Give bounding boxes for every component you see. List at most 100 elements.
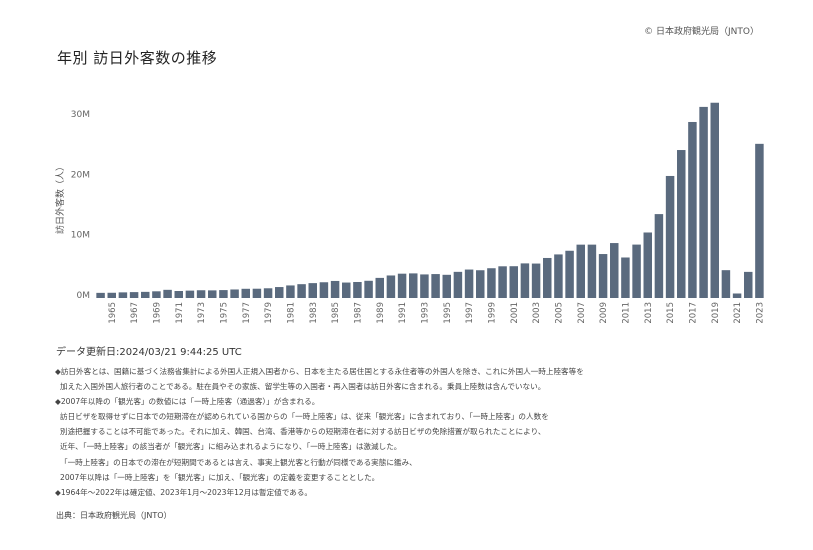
x-tick-label: 1975: [219, 302, 229, 324]
bar-2004[interactable]: [543, 257, 552, 298]
bar-1991[interactable]: [397, 273, 407, 298]
bar-2021[interactable]: [732, 293, 742, 299]
bar-1996[interactable]: [453, 271, 463, 298]
x-axis: 1965 1967 1969 1971 1973 1975 1977 1979 1981 1983…: [108, 302, 766, 324]
bar-2020[interactable]: [721, 270, 731, 298]
x-tick-label: 2009: [599, 302, 609, 324]
bar-2003[interactable]: [531, 263, 541, 298]
bar-1978[interactable]: [252, 288, 262, 298]
x-tick-label: 1979: [264, 302, 274, 324]
x-tick-label: 1989: [376, 302, 386, 324]
bar-1964[interactable]: [96, 292, 105, 298]
y-tick-label: 10M: [71, 231, 90, 241]
x-tick-label: 2003: [532, 302, 542, 324]
y-tick-label: 0M: [77, 291, 91, 301]
bar-1985[interactable]: [330, 280, 340, 298]
bar-1986[interactable]: [342, 282, 351, 298]
x-tick-label: 2021: [733, 302, 743, 324]
data-updated-timestamp: データ更新日:2024/03/21 9:44:25 UTC: [56, 347, 242, 358]
bar-1977[interactable]: [241, 288, 250, 298]
x-tick-label: 2001: [510, 302, 520, 324]
x-tick-label: 2005: [554, 302, 564, 324]
x-tick-label: 1981: [286, 302, 296, 324]
bar-1984[interactable]: [319, 282, 329, 298]
bar-1972[interactable]: [185, 290, 195, 298]
x-tick-label: 2013: [644, 302, 654, 324]
bar-2012[interactable]: [632, 244, 641, 298]
bar-1965[interactable]: [107, 292, 116, 298]
bar-1975[interactable]: [219, 290, 228, 298]
x-tick-label: 1967: [130, 302, 140, 324]
bar-1971[interactable]: [174, 291, 183, 298]
bar-1993[interactable]: [420, 274, 429, 298]
x-tick-label: 1999: [487, 302, 497, 324]
bar-2005[interactable]: [554, 254, 563, 298]
x-tick-label: 1987: [353, 302, 363, 324]
bar-1980[interactable]: [275, 287, 284, 298]
bar-2007[interactable]: [576, 244, 585, 298]
bar-1967[interactable]: [129, 292, 139, 298]
note-line: ◆訪日外客とは、国籍に基づく法務省集計による外国人正規入国者から、日本を主たる居…: [55, 367, 584, 376]
bar-1997[interactable]: [464, 269, 474, 298]
bar-2018[interactable]: [699, 106, 708, 299]
x-tick-label: 1973: [197, 302, 207, 324]
notes-section: ◆訪日外客とは、国籍に基づく法務省集計による外国人正規入国者から、日本を主たる居…: [55, 364, 755, 500]
bar-1979[interactable]: [263, 288, 273, 298]
x-tick-label: 1995: [443, 302, 453, 324]
bar-1982[interactable]: [297, 284, 306, 298]
bar-1970[interactable]: [163, 289, 172, 298]
bar-2022[interactable]: [744, 271, 753, 298]
bar-2000[interactable]: [498, 266, 507, 298]
bar-1974[interactable]: [208, 290, 217, 298]
bar-1994[interactable]: [431, 274, 440, 298]
bar-2016[interactable]: [677, 150, 686, 298]
x-tick-label: 1993: [420, 302, 430, 324]
bar-2010[interactable]: [610, 243, 619, 298]
bar-2002[interactable]: [520, 263, 530, 298]
y-tick-label: 20M: [71, 170, 90, 180]
y-axis: 0M 10M 20M 30M: [71, 110, 90, 301]
bar-1983[interactable]: [308, 283, 317, 298]
bar-1987[interactable]: [353, 281, 362, 298]
copyright-notice: © 日本政府観光局（JNTO）: [644, 27, 759, 37]
bar-1992[interactable]: [409, 273, 418, 298]
bar-2023[interactable]: [755, 143, 764, 298]
chart-title: 年別 訪日外客数の推移: [57, 49, 218, 67]
bar-2009[interactable]: [598, 254, 608, 298]
bar-1976[interactable]: [230, 289, 239, 298]
note-line: 「一時上陸客」の日本での滞在が短期間であるとは言え、事実上観光客と行動が同様であ…: [60, 457, 417, 467]
source-credit: 出典：日本政府観光局（JNTO）: [56, 511, 172, 520]
y-tick-label: 30M: [71, 110, 90, 120]
bar-2017[interactable]: [688, 121, 697, 298]
bar-1973[interactable]: [196, 290, 206, 298]
note-line: ◆2007年以降の「観光客」の数値には「一時上陸客（通過客）」が含まれる。: [55, 397, 320, 407]
x-tick-label: 1991: [398, 302, 408, 324]
bar-2013[interactable]: [643, 232, 652, 298]
bar-1989[interactable]: [375, 277, 384, 298]
bar-1990[interactable]: [386, 275, 396, 298]
note-line: 別途把握することは不可能であった。それに加え、韓国、台湾、香港等からの短期滞在者…: [60, 427, 546, 437]
bar-chart[interactable]: 0M 10M 20M 30M 1965 1967 1969 1971 1973 1975 1977…: [0, 0, 813, 340]
x-tick-label: 1969: [152, 302, 162, 324]
bar-1966[interactable]: [118, 292, 128, 298]
note-line: 2007年以降は「一時上陸客」を「観光客」に加え、「観光客」の定義を変更すること…: [60, 472, 380, 482]
x-tick-label: 2015: [666, 302, 676, 324]
x-tick-label: 2017: [688, 302, 698, 324]
bar-2019[interactable]: [710, 102, 719, 299]
bar-2011[interactable]: [621, 257, 630, 298]
bar-1968[interactable]: [141, 291, 150, 298]
bar-1998[interactable]: [476, 270, 485, 298]
bar-1988[interactable]: [364, 280, 373, 298]
x-tick-label: 2007: [577, 302, 587, 324]
bar-2008[interactable]: [587, 244, 597, 298]
bar-1981[interactable]: [286, 285, 295, 298]
bar-1999[interactable]: [487, 268, 496, 298]
bar-1995[interactable]: [442, 274, 451, 298]
x-tick-label: 1985: [331, 302, 341, 324]
note-line: ◆1964年～2022年は確定値、2023年1月～2023年12月は暫定値である…: [55, 487, 313, 497]
bar-2015[interactable]: [665, 175, 675, 298]
bar-2001[interactable]: [509, 266, 518, 298]
bar-1969[interactable]: [152, 291, 161, 298]
bar-2006[interactable]: [565, 250, 574, 298]
bar-2014[interactable]: [654, 214, 664, 298]
